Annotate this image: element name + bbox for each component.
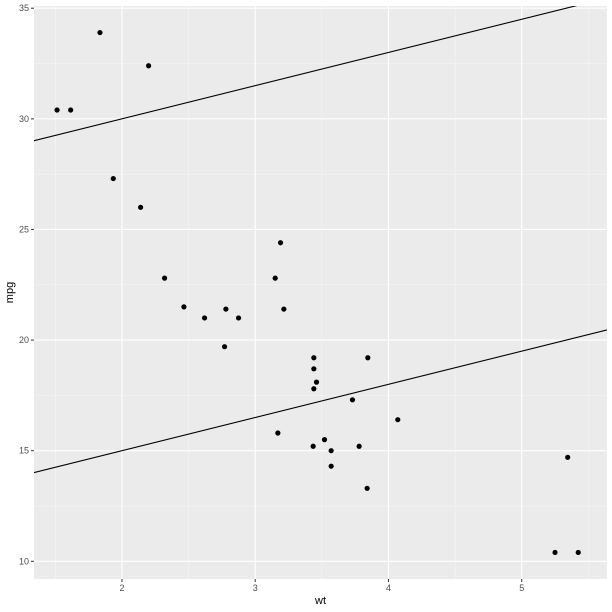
y-tick-label: 30 xyxy=(19,114,29,124)
data-point xyxy=(310,443,316,449)
data-point xyxy=(277,240,284,246)
data-point xyxy=(575,549,581,556)
y-axis-title: mpg xyxy=(4,282,16,303)
x-axis-title: wt xyxy=(314,595,326,607)
data-points xyxy=(54,29,581,556)
data-point xyxy=(565,454,571,460)
data-point xyxy=(221,344,228,350)
data-point xyxy=(146,63,152,69)
data-point xyxy=(110,175,116,182)
data-point xyxy=(328,463,334,469)
y-tick-label: 15 xyxy=(19,446,29,456)
x-tick-label: 4 xyxy=(386,583,391,593)
data-point xyxy=(328,448,334,454)
reference-line xyxy=(34,6,578,142)
data-point xyxy=(311,355,317,361)
minor-grid xyxy=(34,6,607,579)
data-point xyxy=(395,417,401,423)
data-point xyxy=(321,437,328,443)
data-point xyxy=(349,397,356,403)
data-point xyxy=(97,29,103,36)
data-point xyxy=(311,386,317,392)
data-point xyxy=(235,315,242,321)
data-point xyxy=(138,204,144,210)
data-point xyxy=(223,306,229,312)
x-axis: 2 3 4 5 xyxy=(119,579,524,593)
data-point xyxy=(201,315,208,321)
y-tick-label: 10 xyxy=(19,556,29,566)
reference-line xyxy=(34,329,607,474)
data-point xyxy=(313,379,320,385)
x-tick-label: 2 xyxy=(119,583,124,593)
major-grid xyxy=(34,6,607,579)
y-tick-label: 25 xyxy=(19,224,29,234)
x-tick-label: 5 xyxy=(519,583,524,593)
data-point xyxy=(275,430,281,436)
x-tick-label: 3 xyxy=(253,583,258,593)
y-tick-label: 35 xyxy=(19,3,29,13)
data-point xyxy=(365,355,371,361)
data-point xyxy=(161,275,168,281)
data-point xyxy=(272,275,278,281)
panel-background xyxy=(34,6,607,579)
y-tick-label: 20 xyxy=(19,335,29,345)
data-point xyxy=(68,107,74,113)
reference-lines xyxy=(34,6,607,474)
data-point xyxy=(54,107,60,113)
data-point xyxy=(356,443,362,449)
data-point xyxy=(364,485,370,491)
data-point xyxy=(181,304,187,310)
data-point xyxy=(552,549,558,556)
data-point xyxy=(281,306,287,312)
y-axis: 10 15 20 25 30 35 xyxy=(19,3,34,566)
data-point xyxy=(311,366,317,372)
